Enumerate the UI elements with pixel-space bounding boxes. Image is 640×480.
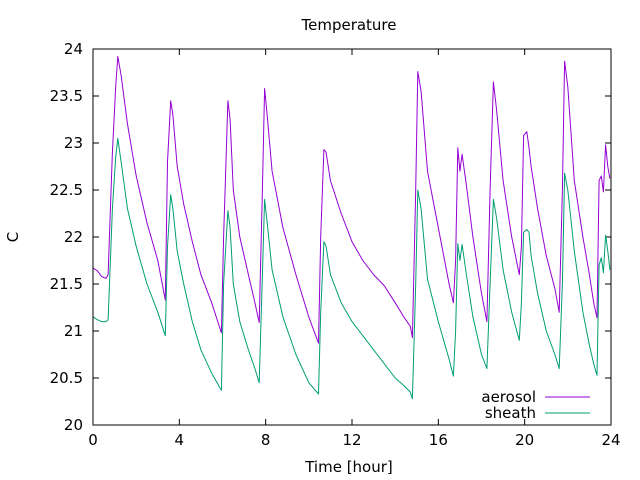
series-line-sheath [92, 137, 611, 400]
x-tick-label: 4 [175, 431, 185, 449]
chart-title: Temperature [300, 16, 396, 34]
plot-frame [92, 48, 612, 426]
y-tick-label: 20.5 [50, 369, 83, 387]
y-tick-label: 22.5 [50, 181, 83, 199]
y-tick-label: 23.5 [50, 87, 83, 105]
x-tick-label: 24 [601, 431, 620, 449]
x-tick-label: 0 [88, 431, 98, 449]
x-tick-label: 8 [261, 431, 271, 449]
y-tick-label: 21 [64, 322, 83, 340]
series-layer [92, 56, 611, 400]
legend-label-sheath: sheath [485, 404, 536, 422]
y-tick-label: 21.5 [50, 275, 83, 293]
y-tick-label: 23 [64, 134, 83, 152]
x-tick-label: 20 [515, 431, 534, 449]
y-tick-label: 22 [64, 228, 83, 246]
series-line-aerosol [92, 56, 611, 344]
y-tick-label: 20 [64, 416, 83, 434]
legend-label-aerosol: aerosol [481, 388, 536, 406]
x-tick-label: 16 [429, 431, 448, 449]
y-tick-label: 24 [64, 40, 83, 58]
x-axis-ticks: 0 4 8 12 16 20 24 [88, 49, 621, 449]
x-axis-label: Time [hour] [304, 458, 393, 476]
y-axis-label: C [4, 232, 22, 242]
x-tick-label: 12 [342, 431, 361, 449]
